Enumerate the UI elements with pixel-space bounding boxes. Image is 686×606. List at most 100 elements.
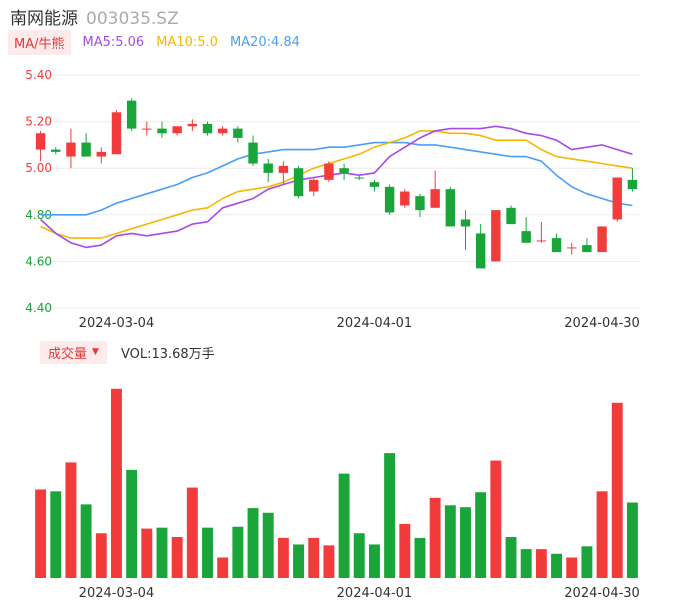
stock-name: 南网能源	[10, 9, 78, 29]
candle	[202, 121, 213, 136]
candle-body	[460, 219, 471, 227]
candle	[354, 175, 364, 180]
candle	[551, 233, 562, 253]
candle-body	[142, 128, 152, 130]
volume-bar	[611, 402, 623, 578]
candle	[324, 161, 334, 183]
volume-bar	[626, 502, 638, 578]
volume-bar	[50, 491, 62, 578]
price-date-axis: 2024-03-04 2024-04-01 2024-04-30	[79, 316, 640, 331]
candle	[248, 135, 258, 166]
ma10-legend-label: MA10:5.0	[156, 34, 218, 50]
volume-button-label: 成交量	[48, 346, 88, 362]
candle	[233, 126, 243, 143]
candle-body	[475, 233, 486, 269]
price-axis: 5.40 5.20 5.00 4.80 4.60 4.40	[25, 68, 52, 315]
volume-date-axis: 2024-03-04 2024-04-01 2024-04-30	[79, 586, 640, 601]
volume-bar	[277, 537, 289, 578]
candle-body	[217, 128, 228, 134]
candle	[369, 179, 380, 192]
candle-body	[491, 210, 501, 262]
candle	[597, 226, 607, 253]
candle	[384, 184, 395, 215]
stock-code: 003035.SZ	[86, 9, 179, 29]
volume-bar	[414, 537, 426, 578]
volume-bar	[596, 491, 608, 578]
candle-body	[157, 128, 167, 134]
candle-body	[263, 163, 273, 173]
volume-bar	[505, 536, 517, 578]
volume-bar	[338, 473, 350, 578]
candle-body	[415, 196, 425, 211]
candle	[567, 242, 577, 255]
candle-body	[187, 123, 198, 127]
volume-bar	[581, 546, 593, 578]
x-tick-label: 2024-03-04	[79, 586, 155, 601]
candle-body	[369, 182, 380, 187]
x-tick-label: 2024-04-30	[564, 316, 640, 331]
candle	[157, 121, 167, 138]
candle-body	[430, 189, 440, 208]
volume-bar	[293, 544, 305, 578]
x-tick-label: 2024-03-04	[79, 316, 155, 331]
candle	[187, 119, 198, 131]
candle	[172, 126, 182, 136]
volume-bar	[126, 469, 138, 578]
candle-body	[551, 238, 562, 253]
volume-indicator-button[interactable]: 成交量 ▼	[40, 340, 107, 364]
candle	[309, 177, 319, 197]
ma-indicator-button[interactable]: MA/牛熊	[8, 29, 71, 55]
ma5-line-group	[40, 125, 633, 249]
volume-bar	[535, 549, 547, 578]
candle	[278, 161, 289, 185]
candle-body	[384, 186, 395, 213]
candle-body	[339, 168, 349, 173]
candle	[475, 224, 486, 269]
volume-bar	[156, 527, 168, 578]
ma-legend: MA/牛熊 MA5:5.06 MA10:5.0 MA20:4.84	[8, 29, 300, 55]
volume-bar	[460, 507, 471, 578]
y-tick-label: 5.40	[25, 68, 52, 82]
candle-body	[521, 231, 531, 243]
ma5-line	[40, 125, 633, 249]
candle-body	[51, 149, 61, 152]
candle	[111, 109, 122, 155]
ma10-line-group	[40, 130, 633, 239]
volume-bar	[490, 460, 502, 578]
candle-body	[126, 100, 137, 129]
volume-bar	[35, 489, 47, 578]
volume-bar	[95, 533, 107, 578]
candle	[582, 238, 592, 253]
candle-body	[172, 126, 182, 134]
candle-body	[111, 112, 122, 155]
candle	[66, 128, 76, 169]
candle-body	[354, 177, 364, 179]
candle	[506, 205, 516, 225]
candle	[96, 147, 106, 164]
caret-down-icon: ▼	[92, 347, 99, 357]
y-tick-label: 5.00	[25, 161, 52, 175]
x-tick-label: 2024-04-30	[564, 586, 640, 601]
candle-body	[627, 179, 638, 190]
candle-body	[96, 151, 106, 157]
candle-body	[536, 240, 547, 242]
candle	[491, 210, 501, 262]
candle-body	[202, 123, 213, 134]
volume-bar	[141, 528, 153, 578]
stock-header: 南网能源 003035.SZ	[10, 4, 179, 29]
volume-bar	[247, 508, 259, 578]
candle	[263, 158, 273, 183]
candle	[400, 189, 410, 208]
volume-bar	[566, 557, 578, 578]
ma20-line-group	[40, 141, 633, 216]
ma5-legend-label: MA5:5.06	[82, 34, 145, 50]
candle-body	[293, 168, 304, 197]
volume-bar	[399, 523, 411, 578]
volume-bar	[262, 512, 274, 578]
ma10-line	[40, 130, 633, 239]
candle-body	[248, 142, 258, 164]
candle	[293, 165, 304, 199]
volume-bar	[308, 537, 320, 578]
candle	[536, 221, 547, 243]
